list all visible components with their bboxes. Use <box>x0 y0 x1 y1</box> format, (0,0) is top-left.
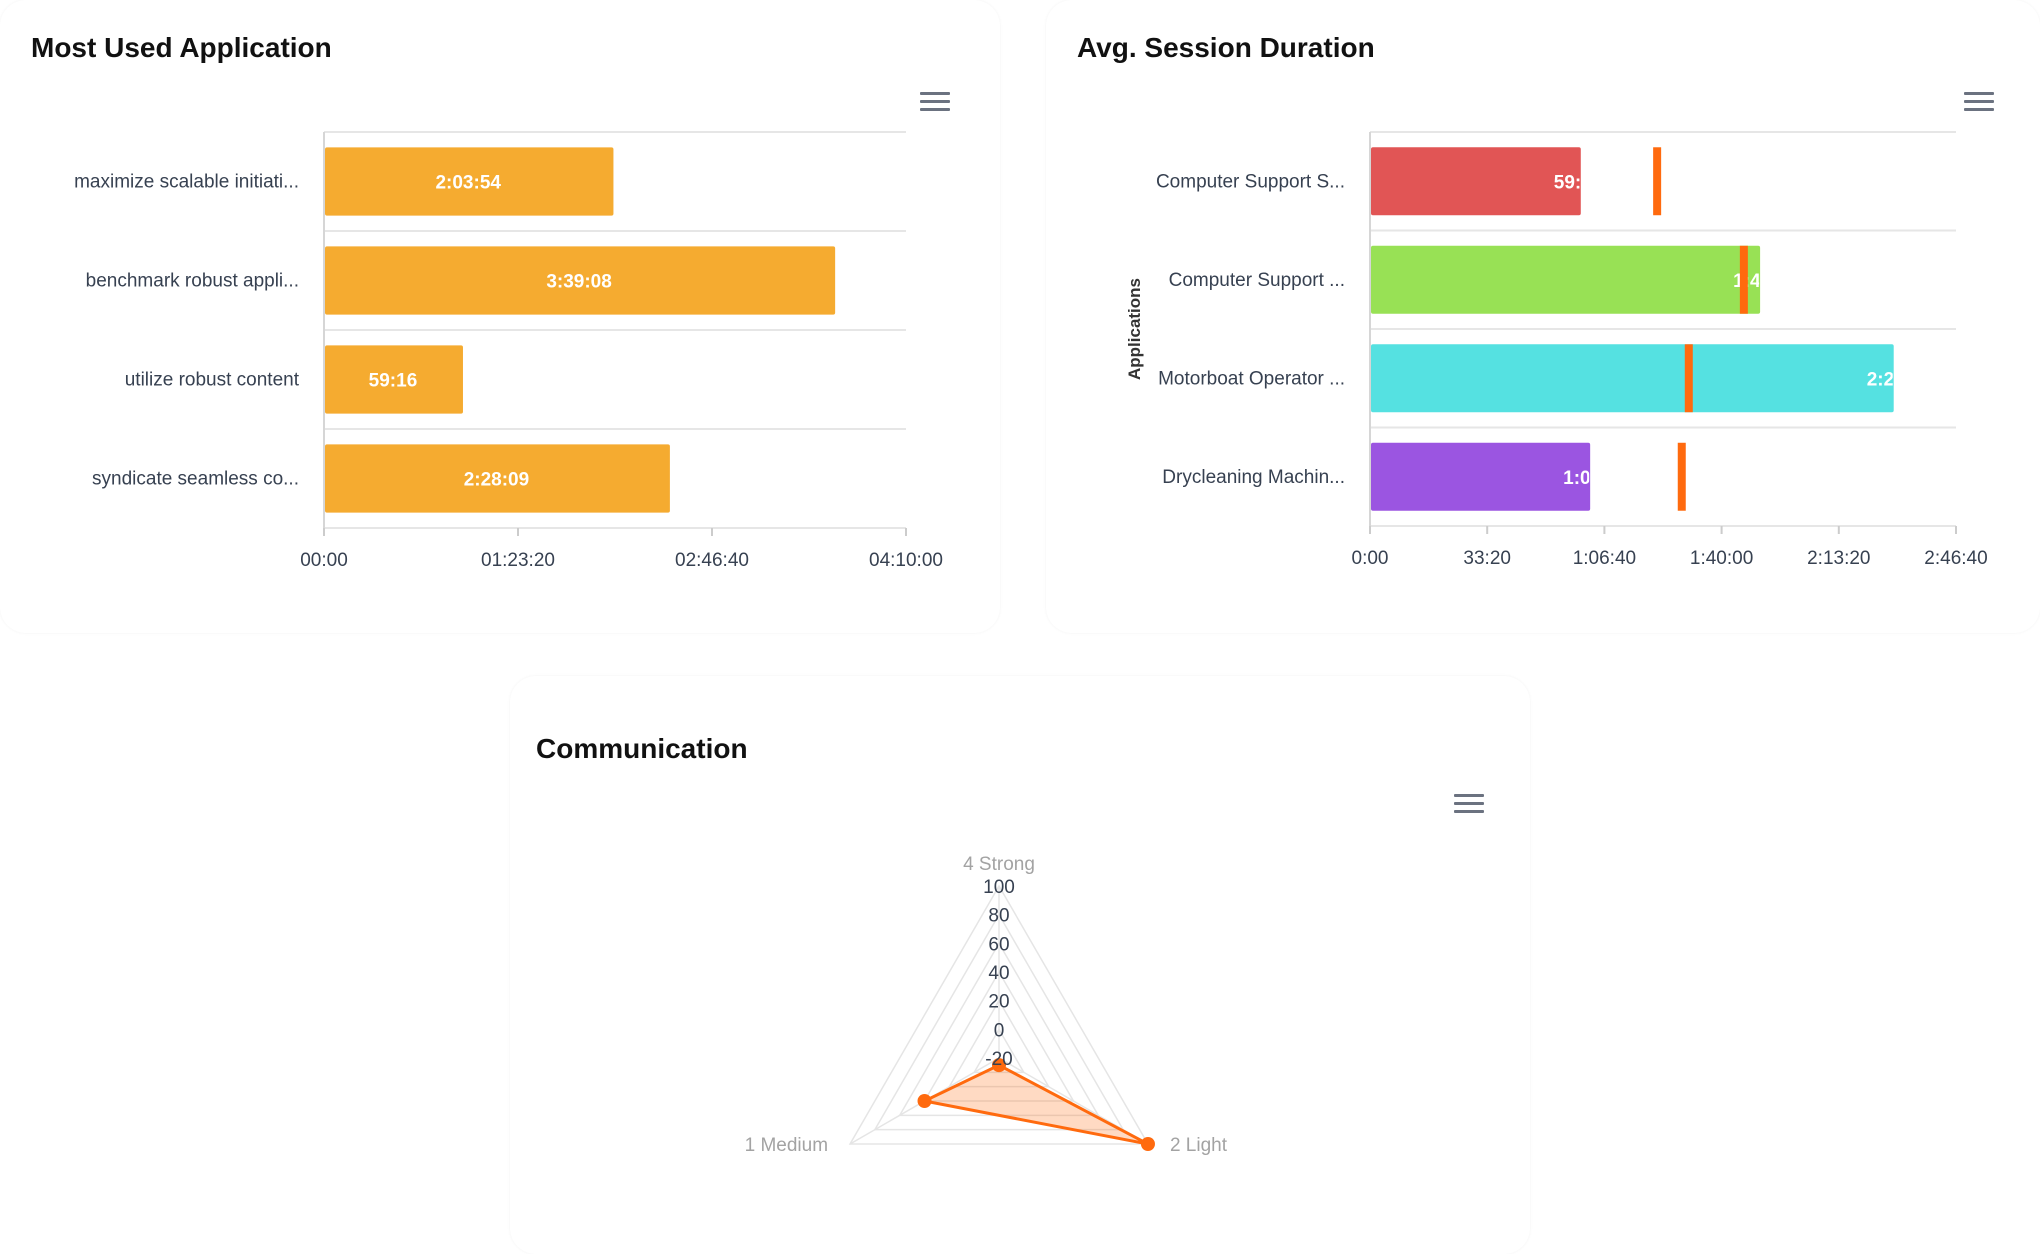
radar-tick-label: 40 <box>988 963 1009 984</box>
most-used-category-label: benchmark robust appli... <box>86 271 299 292</box>
radar-category-label: 2 Light <box>1170 1135 1228 1156</box>
most-used-application-title: Most Used Application <box>31 32 332 63</box>
avg-session-duration-chart: 0:00 33:20 1:06:40 1:40:00 2:13:20 2:46:40 Com… <box>1125 131 1988 569</box>
most-used-bar[interactable] <box>325 246 836 315</box>
avg-session-target-marker[interactable] <box>1739 245 1748 314</box>
most-used-x-tick-label: 00:00 <box>300 550 348 571</box>
avg-session-x-tick-label: 1:06:40 <box>1573 548 1636 569</box>
avg-session-bar[interactable] <box>1371 344 1894 413</box>
avg-session-bar[interactable] <box>1371 245 1761 314</box>
most-used-bar[interactable] <box>325 147 614 216</box>
avg-session-target-marker[interactable] <box>1653 147 1662 216</box>
radar-tick-label: 20 <box>988 992 1009 1013</box>
avg-session-data-label: 1:49 <box>1733 271 1771 292</box>
avg-session-x-tick-label: 2:13:20 <box>1807 548 1870 569</box>
radar-category-label: 4 Strong <box>963 854 1035 875</box>
avg-session-data-label: 2:28 <box>1867 369 1905 390</box>
avg-session-bar[interactable] <box>1371 442 1591 511</box>
most-used-x-tick-label: 01:23:20 <box>481 550 555 571</box>
most-used-bar[interactable] <box>325 345 463 414</box>
radar-series-area <box>919 1063 1149 1146</box>
avg-session-category-label: Motorboat Operator ... <box>1158 368 1345 389</box>
most-used-x-tick-label: 02:46:40 <box>675 550 749 571</box>
avg-session-bar[interactable] <box>1371 147 1581 216</box>
avg-session-target-marker[interactable] <box>1677 442 1686 511</box>
most-used-data-label: 2:28:09 <box>464 470 530 491</box>
radar-data-point[interactable] <box>992 1058 1006 1073</box>
most-used-data-label: 59:16 <box>369 371 418 392</box>
avg-session-menu-icon[interactable] <box>1964 92 1994 116</box>
most-used-menu-icon[interactable] <box>920 92 950 116</box>
radar-grid-ring <box>923 970 1075 1102</box>
radar-data-point[interactable] <box>1140 1137 1155 1151</box>
avg-session-x-tick-label: 1:40:00 <box>1690 548 1753 569</box>
communication-card: Communication 100 80 60 40 20 0 -20 4 Strong 2 L… <box>510 676 1530 1254</box>
avg-session-category-label: Drycleaning Machin... <box>1162 467 1345 488</box>
avg-session-x-tick-label: 33:20 <box>1463 548 1511 569</box>
most-used-x-tick-label: 04:10:00 <box>869 550 943 571</box>
avg-session-duration-title: Avg. Session Duration <box>1077 32 1375 63</box>
most-used-application-chart: 00:00 01:23:20 02:46:40 04:10:00 maximize sc… <box>74 131 943 571</box>
avg-session-y-axis-title: Applications <box>1125 278 1144 380</box>
most-used-category-label: utilize robust content <box>125 370 300 391</box>
avg-session-x-tick-label: 0:00 <box>1352 548 1389 569</box>
avg-session-duration-card: Avg. Session Duration 0:00 33:20 1:06:40 1:… <box>1046 0 2040 633</box>
most-used-category-label: maximize scalable initiati... <box>74 172 299 193</box>
avg-session-data-label: 1:0 <box>1563 468 1590 489</box>
avg-session-category-label: Computer Support ... <box>1169 270 1345 291</box>
most-used-category-label: syndicate seamless co... <box>92 469 299 490</box>
most-used-data-label: 2:03:54 <box>435 173 501 194</box>
radar-grid-ring <box>873 913 1125 1131</box>
communication-menu-icon[interactable] <box>1454 794 1484 818</box>
avg-session-category-label: Computer Support S... <box>1156 171 1345 192</box>
radar-tick-label: 80 <box>988 906 1009 927</box>
radar-category-label: 1 Medium <box>745 1135 828 1156</box>
radar-tick-label: 60 <box>988 934 1009 955</box>
radar-grid-ring <box>972 1027 1026 1074</box>
avg-session-data-label: 59: <box>1554 172 1581 193</box>
communication-radar-chart: 100 80 60 40 20 0 -20 4 Strong 2 Light 1 Medium <box>745 854 1228 1156</box>
radar-data-point[interactable] <box>917 1094 932 1108</box>
radar-tick-label: 100 <box>983 877 1015 898</box>
most-used-bar[interactable] <box>325 444 670 513</box>
radar-grid-ring <box>948 999 1050 1088</box>
avg-session-target-marker[interactable] <box>1684 344 1693 413</box>
most-used-application-card: Most Used Application 00:00 01:23:20 02:46… <box>0 0 1000 633</box>
most-used-data-label: 3:39:08 <box>546 272 612 293</box>
radar-tick-label: -20 <box>985 1049 1012 1070</box>
radar-tick-label: 0 <box>994 1020 1005 1041</box>
radar-grid-ring <box>848 884 1150 1145</box>
avg-session-x-tick-label: 2:46:40 <box>1924 548 1987 569</box>
communication-title: Communication <box>536 733 748 764</box>
